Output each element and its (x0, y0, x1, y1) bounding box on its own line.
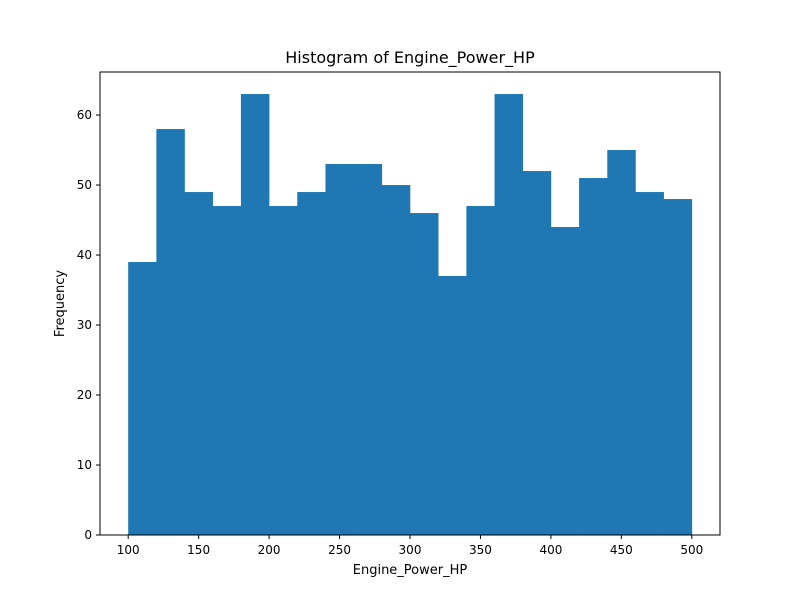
x-axis-ticks: 100 150 200 250 300 350 400 450 500 (117, 535, 703, 557)
histogram-bar (579, 178, 608, 535)
histogram-bar (663, 199, 693, 535)
histogram-bar (212, 206, 242, 535)
x-axis-label: Engine_Power_HP (353, 563, 468, 578)
y-tick-label: 30 (77, 318, 92, 332)
y-tick-label: 40 (77, 248, 92, 262)
x-tick-label: 100 (117, 543, 140, 557)
histogram-bar (156, 129, 185, 536)
chart-title: Histogram of Engine_Power_HP (285, 48, 535, 68)
y-tick-label: 0 (84, 528, 92, 542)
x-tick-label: 350 (469, 543, 492, 557)
histogram-bar (410, 213, 439, 535)
y-axis-ticks: 0 10 20 30 40 50 60 (77, 108, 100, 542)
y-tick-label: 60 (77, 108, 92, 122)
histogram-bar (128, 262, 157, 535)
histogram-bar (607, 150, 636, 535)
histogram-bar (466, 206, 495, 535)
x-tick-label: 450 (610, 543, 633, 557)
histogram-bar (353, 164, 383, 536)
histogram-bar (269, 206, 298, 535)
y-tick-label: 10 (77, 458, 92, 472)
histogram-bar (494, 94, 524, 536)
histogram-bar (325, 164, 354, 536)
histogram-bar (240, 94, 270, 536)
x-tick-label: 300 (399, 543, 422, 557)
histogram-bar (522, 171, 552, 535)
histogram-bars (128, 94, 693, 536)
x-tick-label: 200 (258, 543, 281, 557)
y-tick-label: 50 (77, 178, 92, 192)
histogram-bar (635, 192, 664, 535)
x-tick-label: 500 (680, 543, 703, 557)
y-tick-label: 20 (77, 388, 92, 402)
histogram-bar (550, 227, 580, 535)
histogram-bar (184, 192, 214, 535)
histogram-bar (438, 276, 467, 535)
x-tick-label: 250 (328, 543, 351, 557)
y-axis-label: Frequency (53, 270, 68, 337)
histogram-bar (297, 192, 326, 535)
x-tick-label: 150 (187, 543, 210, 557)
histogram-bar (381, 185, 411, 536)
x-tick-label: 400 (539, 543, 562, 557)
